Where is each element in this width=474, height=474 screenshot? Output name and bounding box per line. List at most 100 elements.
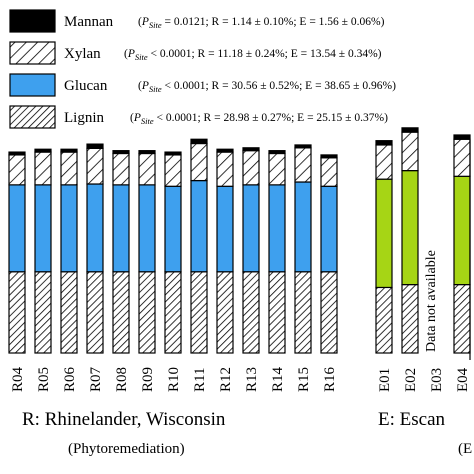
bar-mannan-r15 bbox=[294, 144, 312, 149]
bar-glucan-r15 bbox=[294, 181, 312, 273]
bar-xylan-e02 bbox=[401, 131, 419, 172]
bar-xylan-r04 bbox=[8, 154, 26, 186]
group-note-rhinelander: (Phytoremediation) bbox=[68, 441, 185, 457]
legend-stat-sub: Site bbox=[149, 84, 162, 94]
x-tick-label: E01 bbox=[377, 368, 393, 392]
bar-glucan-e02 bbox=[401, 170, 419, 286]
x-tick-labels: R04 R05 R06 R07 R08 R09 R10 R11 R12 R13 R14 R15 R16 E… bbox=[10, 366, 471, 392]
bar-xylan-r05 bbox=[34, 151, 52, 186]
bar-lignin-r04 bbox=[8, 271, 26, 354]
legend-swatch-xylan bbox=[9, 41, 56, 65]
bar-xylan-r12 bbox=[216, 151, 234, 187]
bar-xylan-r10 bbox=[164, 154, 182, 187]
bar-lignin-r07 bbox=[86, 271, 104, 354]
bar-mannan-r08 bbox=[112, 150, 130, 155]
bar-glucan-r09 bbox=[138, 184, 156, 273]
x-tick-label: R04 bbox=[10, 366, 26, 392]
bar-glucan-r14 bbox=[268, 184, 286, 273]
x-tick-label: R07 bbox=[88, 366, 104, 392]
legend-label-lignin: Lignin bbox=[64, 110, 104, 126]
bar-glucan-r04 bbox=[8, 184, 26, 273]
bar-glucan-r07 bbox=[86, 183, 104, 273]
bar-glucan-r13 bbox=[242, 184, 260, 273]
legend-stat-xylan: (PSite < 0.0001; R = 11.18 ± 0.24%; E = … bbox=[124, 48, 382, 62]
legend-stat-p: P bbox=[127, 48, 135, 60]
bar-xylan-r13 bbox=[242, 150, 260, 186]
bar-glucan-r16 bbox=[320, 185, 338, 273]
bar-mannan-e02 bbox=[401, 127, 419, 133]
legend: Mannan Xylan Glucan Lignin (PSite = 0.01… bbox=[9, 9, 396, 129]
bar-glucan-r05 bbox=[34, 184, 52, 273]
legend-stat-rest: < 0.0001; R = 11.18 ± 0.24%; E = 13.54 ±… bbox=[148, 48, 382, 60]
bar-mannan-e01 bbox=[375, 140, 393, 146]
bar-lignin-r08 bbox=[112, 271, 130, 354]
x-tick-label: R12 bbox=[218, 367, 234, 392]
legend-stat-sub: Site bbox=[135, 52, 148, 62]
legend-stat-p: P bbox=[141, 16, 149, 28]
legend-swatch-mannan bbox=[9, 9, 56, 33]
bar-xylan-r08 bbox=[112, 152, 130, 186]
bar-xylan-r14 bbox=[268, 152, 286, 186]
group-label-escanaba: E: Escan bbox=[378, 409, 446, 430]
legend-stat-mannan: (PSite = 0.0121; R = 1.14 ± 0.10%; E = 1… bbox=[138, 16, 385, 30]
bar-lignin-r06 bbox=[60, 271, 78, 354]
bar-glucan-e01 bbox=[375, 178, 393, 289]
bar-xylan-r11 bbox=[190, 142, 208, 182]
group-label-rhinelander: R: Rhinelander, Wisconsin bbox=[22, 409, 226, 430]
x-tick-label: E02 bbox=[403, 368, 419, 392]
bar-lignin-r14 bbox=[268, 271, 286, 354]
x-tick-label: E03 bbox=[429, 368, 445, 392]
bar-xylan-r09 bbox=[138, 152, 156, 186]
legend-swatch-lignin bbox=[9, 105, 56, 129]
legend-stat-glucan: (PSite < 0.0001; R = 30.56 ± 0.52%; E = … bbox=[138, 80, 396, 94]
x-tick-label: R13 bbox=[244, 367, 260, 392]
x-tick-label: R10 bbox=[166, 367, 182, 392]
bar-mannan-e04 bbox=[453, 134, 471, 140]
bar-glucan-r08 bbox=[112, 184, 130, 273]
legend-stat-p: P bbox=[141, 80, 149, 92]
legend-swatch-glucan bbox=[9, 73, 56, 97]
x-tick-label: R15 bbox=[296, 367, 312, 392]
bar-mannan-r16 bbox=[320, 154, 338, 159]
bar-mannan-r11 bbox=[190, 138, 208, 145]
legend-stat-lignin: (PSite < 0.0001; R = 28.98 ± 0.27%; E = … bbox=[130, 112, 388, 126]
x-tick-label: R06 bbox=[62, 366, 78, 392]
legend-stat-sub: Site bbox=[141, 116, 154, 126]
bar-mannan-r04 bbox=[8, 151, 26, 156]
legend-label-xylan: Xylan bbox=[64, 46, 101, 62]
x-tick-label: R05 bbox=[36, 367, 52, 392]
bar-lignin-r16 bbox=[320, 271, 338, 354]
x-tick-label: E04 bbox=[455, 367, 471, 392]
legend-stat-rest: < 0.0001; R = 28.98 ± 0.27%; E = 25.15 ±… bbox=[154, 112, 388, 124]
bar-xylan-r16 bbox=[320, 157, 338, 187]
bar-mannan-r14 bbox=[268, 150, 286, 155]
bar-lignin-e04 bbox=[453, 284, 471, 354]
bar-mannan-r13 bbox=[242, 147, 260, 152]
legend-label-mannan: Mannan bbox=[64, 14, 114, 30]
bar-glucan-r12 bbox=[216, 185, 234, 273]
bar-xylan-r06 bbox=[60, 151, 78, 186]
legend-label-glucan: Glucan bbox=[64, 78, 108, 94]
bar-mannan-r05 bbox=[34, 148, 52, 153]
bar-lignin-r05 bbox=[34, 271, 52, 354]
bar-mannan-r10 bbox=[164, 151, 182, 156]
bars-group bbox=[8, 127, 471, 354]
bar-lignin-r09 bbox=[138, 271, 156, 354]
bar-lignin-r10 bbox=[164, 271, 182, 354]
legend-stat-sub: Site bbox=[149, 20, 162, 30]
bar-glucan-r10 bbox=[164, 185, 182, 273]
bar-xylan-e04 bbox=[453, 138, 471, 177]
bar-glucan-r06 bbox=[60, 184, 78, 273]
bar-lignin-r15 bbox=[294, 271, 312, 354]
x-tick-label: R14 bbox=[270, 366, 286, 392]
bar-mannan-r06 bbox=[60, 148, 78, 153]
bar-lignin-e02 bbox=[401, 284, 419, 354]
x-tick-label: R16 bbox=[322, 366, 338, 392]
bar-glucan-e04 bbox=[453, 175, 471, 286]
data-not-available-annotation: Data not available bbox=[424, 250, 439, 352]
bar-mannan-r12 bbox=[216, 148, 234, 153]
bar-lignin-r12 bbox=[216, 271, 234, 354]
legend-stat-p: P bbox=[133, 112, 141, 124]
bar-lignin-r11 bbox=[190, 271, 208, 354]
bar-mannan-r09 bbox=[138, 150, 156, 155]
